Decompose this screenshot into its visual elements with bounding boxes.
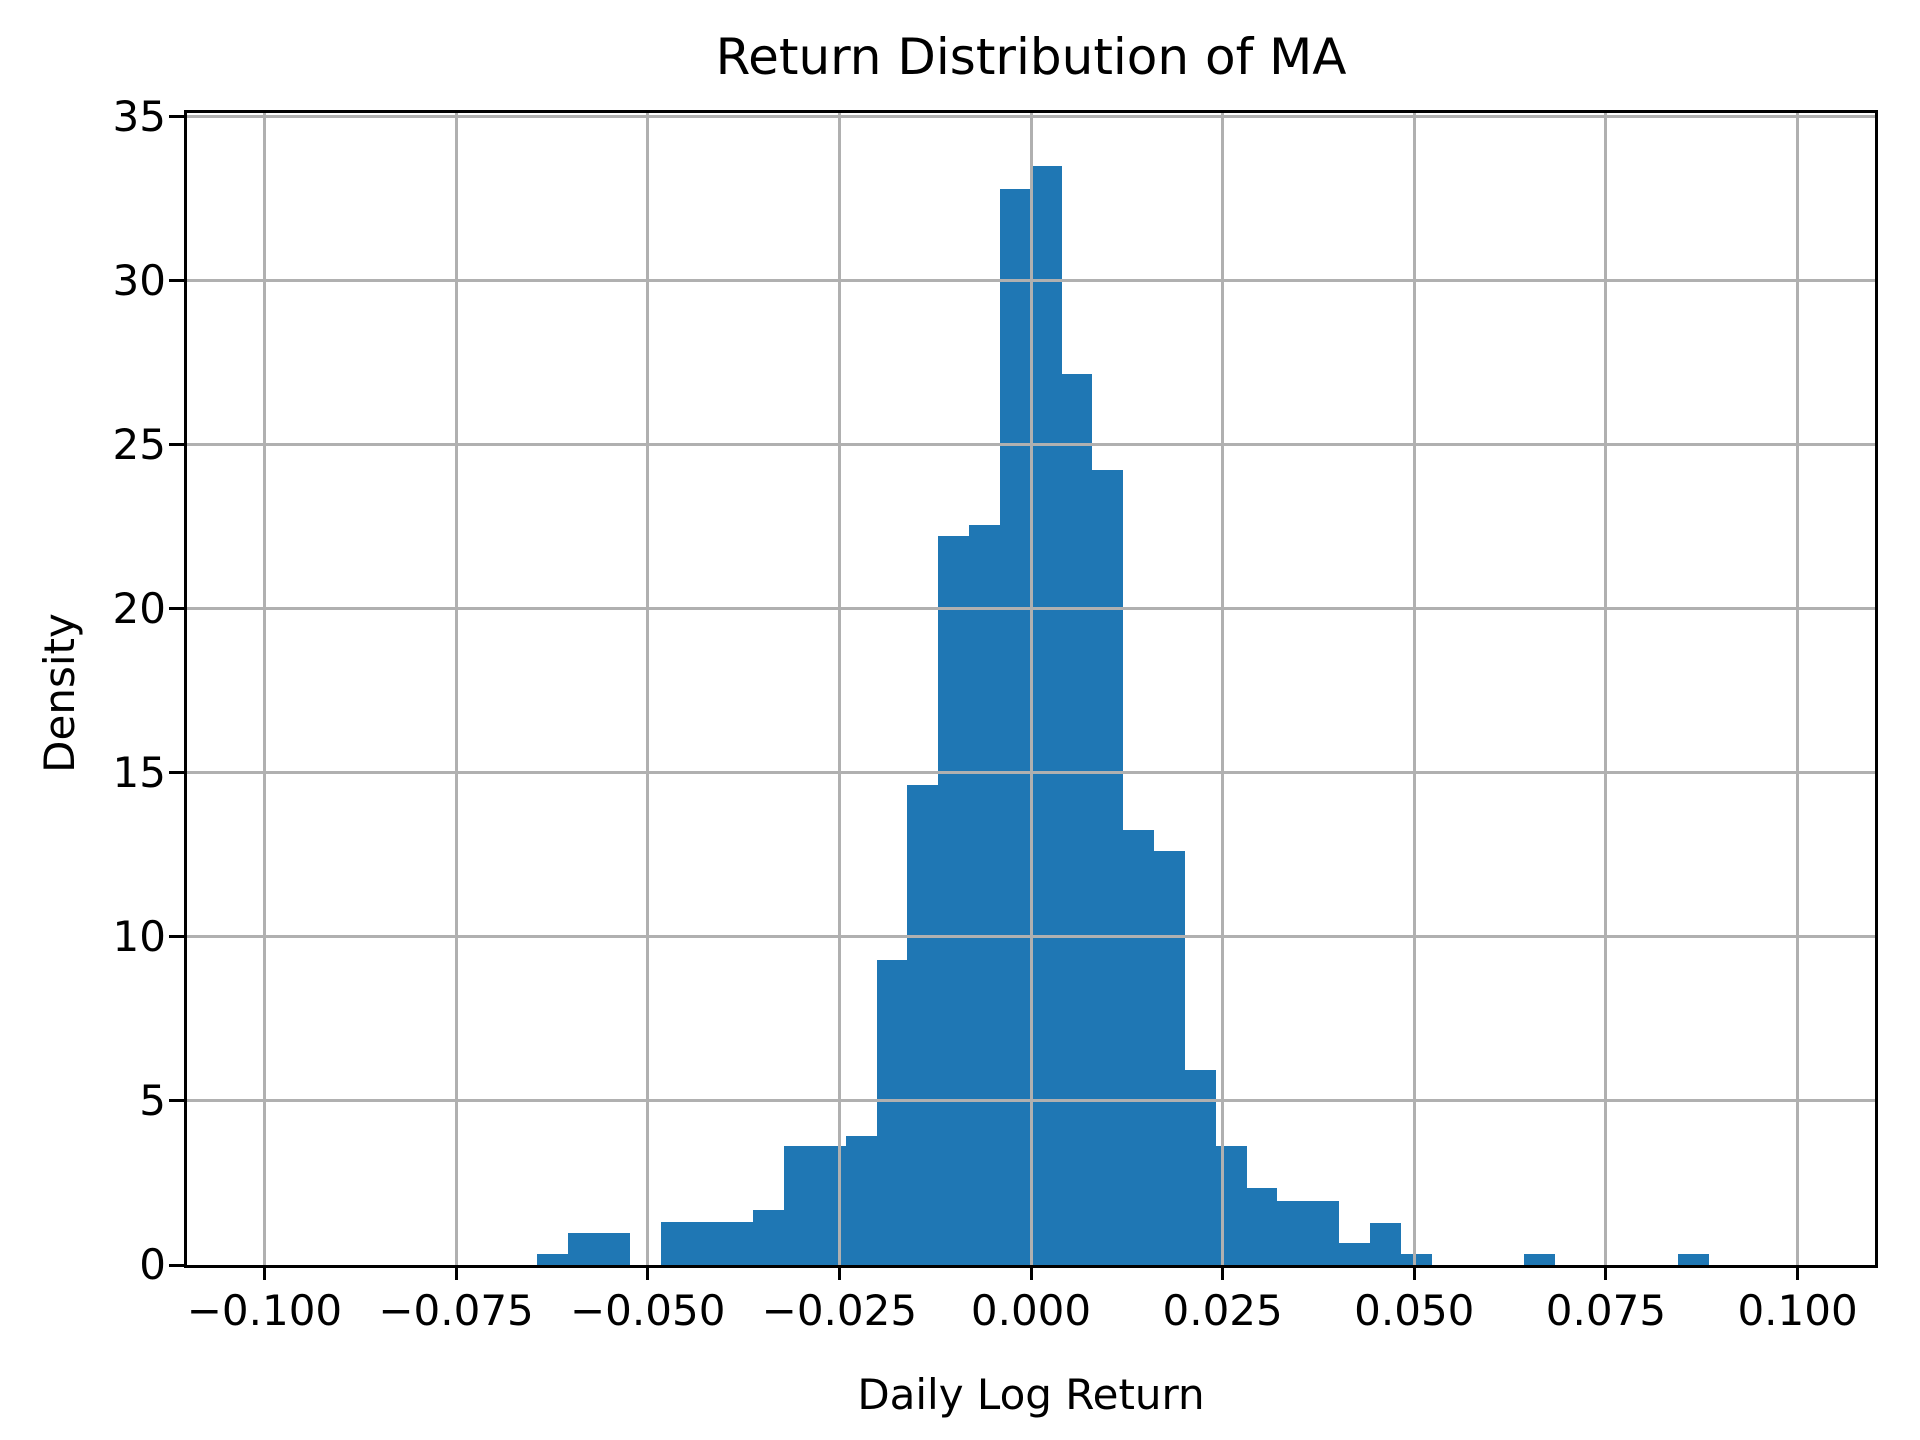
x-tick-mark	[1029, 1265, 1033, 1280]
histogram-bar	[784, 1146, 815, 1265]
histogram-bar	[1524, 1253, 1555, 1265]
histogram-bar	[938, 536, 970, 1265]
x-tick-mark	[1796, 1265, 1800, 1280]
y-tick-label: 35	[112, 91, 166, 141]
histogram-bar	[1277, 1200, 1309, 1265]
chart-title: Return Distribution of MA	[715, 28, 1347, 86]
y-tick-mark	[169, 1263, 184, 1267]
histogram-bar	[660, 1222, 692, 1265]
x-tick-label: −0.075	[378, 1286, 534, 1335]
x-tick-mark	[1604, 1265, 1608, 1280]
histogram-bar	[1154, 851, 1185, 1265]
y-gridline	[187, 443, 1875, 447]
histogram-bar	[1123, 829, 1155, 1265]
y-tick-mark	[169, 1099, 184, 1103]
right-spine	[1875, 110, 1878, 1268]
x-gridline	[1604, 113, 1608, 1265]
histogram-bar	[1400, 1253, 1432, 1265]
histogram-bar	[907, 785, 939, 1265]
y-gridline	[187, 279, 1875, 283]
y-gridline	[187, 771, 1875, 775]
y-tick-label: 5	[139, 1075, 166, 1125]
x-gridline	[646, 113, 650, 1265]
x-tick-label: 0.100	[1737, 1286, 1858, 1335]
y-gridline	[187, 115, 1875, 119]
x-tick-label: −0.100	[186, 1286, 343, 1335]
histogram-bar	[537, 1253, 569, 1265]
x-tick-mark	[454, 1265, 458, 1280]
histogram-bar	[969, 525, 1000, 1265]
histogram-bar	[568, 1232, 599, 1265]
histogram-bar	[599, 1232, 630, 1265]
x-gridline	[1412, 113, 1416, 1265]
x-tick-label: 0.050	[1354, 1286, 1475, 1335]
x-gridline	[1796, 113, 1800, 1265]
histogram-bar	[1092, 469, 1124, 1265]
x-gridline	[454, 113, 458, 1265]
x-tick-mark	[646, 1265, 650, 1280]
x-gridline	[1029, 113, 1033, 1265]
x-tick-mark	[262, 1265, 266, 1280]
histogram-bar	[1246, 1188, 1278, 1265]
x-tick-mark	[837, 1265, 841, 1280]
x-tick-label: −0.050	[569, 1286, 726, 1335]
y-tick-label: 15	[112, 747, 166, 797]
left-spine	[184, 110, 187, 1268]
histogram-bar	[876, 959, 908, 1265]
y-gridline	[187, 1099, 1875, 1103]
histogram-bar	[691, 1222, 723, 1265]
x-axis-label: Daily Log Return	[857, 1370, 1205, 1419]
histogram-bar	[1215, 1145, 1247, 1265]
histogram-bar	[1369, 1222, 1401, 1265]
histogram-bar	[845, 1136, 877, 1265]
y-tick-label: 25	[112, 419, 166, 469]
y-tick-label: 20	[112, 583, 166, 633]
plot-area	[184, 110, 1878, 1268]
x-tick-label: 0.000	[970, 1286, 1092, 1335]
top-spine	[185, 110, 1877, 113]
y-tick-mark	[169, 115, 184, 119]
y-tick-label: 30	[112, 255, 166, 305]
y-tick-mark	[169, 279, 184, 283]
y-tick-mark	[169, 771, 184, 775]
histogram-bar	[999, 188, 1031, 1265]
y-gridline	[187, 935, 1875, 939]
x-tick-label: 0.075	[1545, 1286, 1667, 1335]
histogram-bar	[1678, 1253, 1710, 1265]
histogram-bar	[722, 1222, 754, 1265]
histogram-bar	[1308, 1200, 1340, 1265]
histogram-bar	[1339, 1243, 1370, 1265]
y-tick-mark	[169, 607, 184, 611]
histogram-bar	[1030, 166, 1062, 1265]
y-tick-mark	[169, 443, 184, 447]
y-gridline	[187, 607, 1875, 611]
x-tick-label: 0.025	[1162, 1286, 1283, 1335]
histogram-bar	[753, 1210, 785, 1265]
x-tick-mark	[1221, 1265, 1225, 1280]
x-gridline	[262, 113, 266, 1265]
y-axis-label: Density	[35, 613, 84, 773]
x-tick-mark	[1412, 1265, 1416, 1280]
histogram-bar	[1061, 374, 1093, 1265]
x-gridline	[837, 113, 841, 1265]
y-tick-label: 10	[112, 911, 166, 961]
histogram-bar	[814, 1146, 846, 1265]
y-tick-mark	[169, 935, 184, 939]
y-tick-label: 0	[139, 1240, 166, 1289]
x-tick-label: −0.025	[761, 1286, 918, 1335]
x-gridline	[1221, 113, 1225, 1265]
